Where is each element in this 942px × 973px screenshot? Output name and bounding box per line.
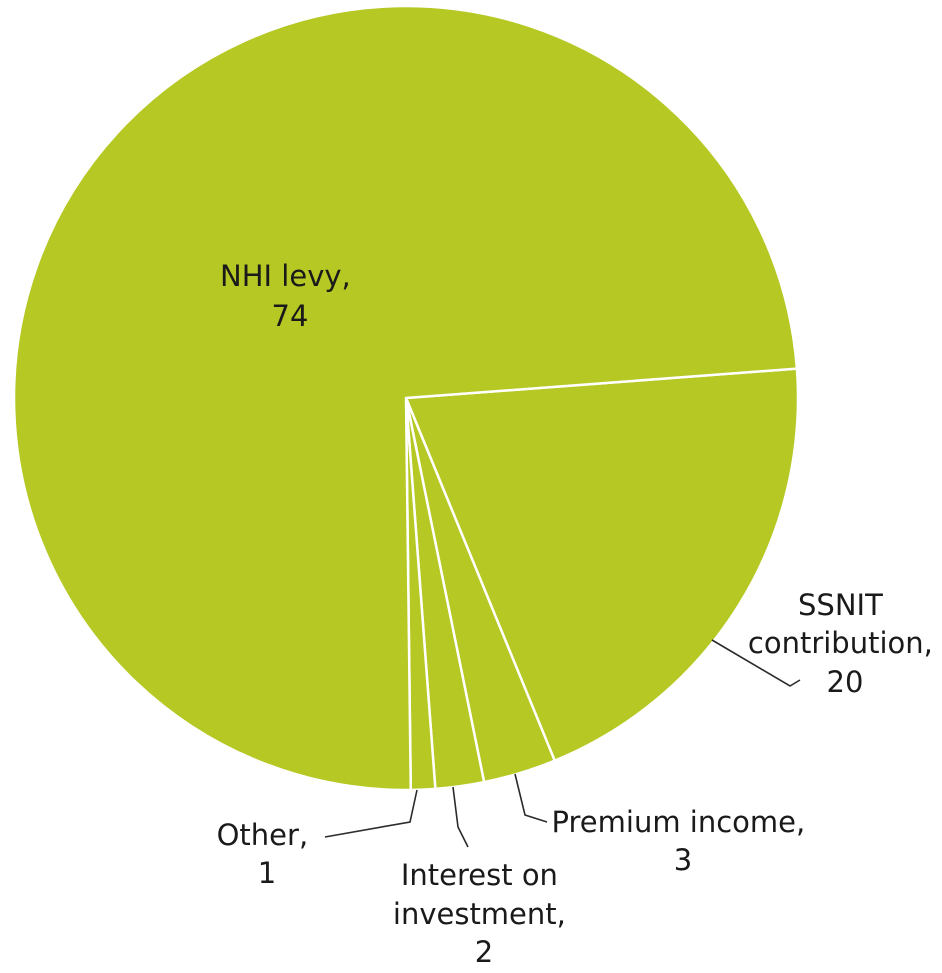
label-premium-income: Premium income, 3 bbox=[552, 805, 815, 877]
pie-slice-nhi-levy bbox=[12, 4, 799, 792]
leader-lines bbox=[324, 639, 801, 848]
label-interest-on-investment: Interest on investment, 2 bbox=[393, 858, 575, 969]
slice-labels: NHI levy, 74 SSNIT contribution, 20 Prem… bbox=[217, 259, 942, 969]
label-nhi-levy: NHI levy, 74 bbox=[220, 259, 360, 333]
label-ssnit-contribution: SSNIT contribution, 20 bbox=[748, 588, 942, 699]
leader-line-other bbox=[324, 789, 418, 838]
pie-slice-ssnit-contribution bbox=[404, 367, 800, 762]
leader-line-premium bbox=[514, 773, 548, 823]
label-other: Other, 1 bbox=[217, 818, 318, 890]
pie-slices bbox=[12, 4, 800, 792]
leader-line-interest bbox=[452, 786, 469, 848]
leader-line-ssnit bbox=[711, 639, 801, 687]
